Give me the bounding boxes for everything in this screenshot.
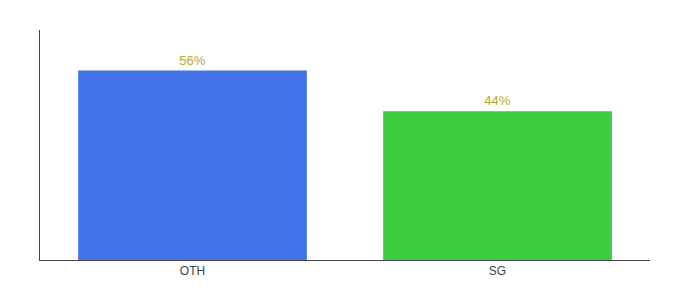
svg-text:SG: SG bbox=[489, 264, 506, 278]
svg-text:OTH: OTH bbox=[180, 264, 205, 278]
svg-text:44%: 44% bbox=[484, 93, 510, 108]
svg-text:56%: 56% bbox=[179, 53, 205, 68]
